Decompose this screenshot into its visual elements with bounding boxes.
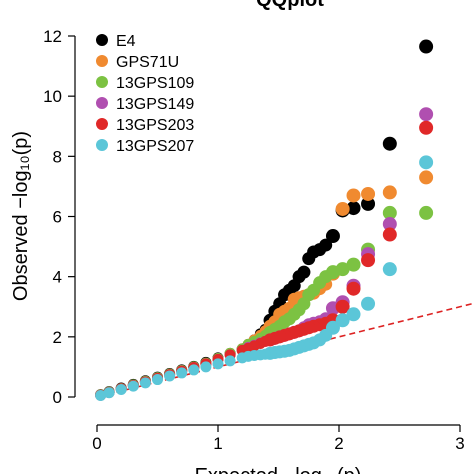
point-gps71u bbox=[361, 186, 376, 201]
point-13gps207 bbox=[419, 155, 434, 170]
y-tick-label: 8 bbox=[53, 147, 62, 166]
y-tick-label: 2 bbox=[53, 328, 62, 347]
legend: E4 GPS71U 13GPS109 13GPS149 13GPS203 13GPS207 bbox=[96, 33, 194, 155]
point-gps71u bbox=[419, 170, 434, 185]
point-13gps207 bbox=[188, 364, 200, 376]
point-13gps207 bbox=[361, 296, 376, 311]
point-13gps207 bbox=[346, 307, 361, 322]
point-13gps207 bbox=[95, 389, 107, 401]
point-13gps203 bbox=[382, 227, 397, 242]
point-13gps203 bbox=[346, 281, 361, 296]
point-13gps207 bbox=[335, 313, 350, 328]
point-13gps109 bbox=[346, 257, 361, 272]
legend-marker bbox=[96, 118, 108, 130]
point-13gps207 bbox=[382, 262, 397, 277]
y-tick-label: 0 bbox=[53, 388, 62, 407]
y-tick-label: 12 bbox=[43, 27, 62, 46]
point-13gps207 bbox=[152, 374, 163, 386]
point-gps71u bbox=[335, 201, 350, 216]
x-axis-title: Expected −log₁₀(p) bbox=[195, 465, 362, 474]
point-13gps203 bbox=[361, 253, 376, 268]
legend-label: 13GPS203 bbox=[116, 117, 194, 134]
point-13gps207 bbox=[127, 380, 139, 392]
point-e4 bbox=[419, 39, 434, 54]
point-13gps207 bbox=[139, 377, 151, 389]
point-13gps203 bbox=[335, 299, 350, 314]
x-tick-label: 0 bbox=[92, 434, 101, 453]
point-e4 bbox=[382, 136, 397, 151]
point-13gps207 bbox=[224, 355, 236, 367]
legend-label: 13GPS149 bbox=[116, 96, 194, 113]
x-tick-label: 1 bbox=[213, 434, 222, 453]
y-axis-title: Observed −log₁₀(p) bbox=[10, 131, 32, 301]
data-points bbox=[95, 39, 434, 401]
point-13gps109 bbox=[419, 205, 434, 220]
point-gps71u bbox=[346, 188, 361, 203]
x-tick-label: 3 bbox=[455, 434, 464, 453]
y-tick-label: 6 bbox=[53, 208, 62, 227]
legend-label: 13GPS207 bbox=[116, 138, 194, 155]
legend-label: GPS71U bbox=[116, 54, 179, 71]
legend-marker bbox=[96, 97, 108, 109]
point-13gps207 bbox=[176, 367, 188, 379]
point-e4 bbox=[346, 201, 361, 216]
legend-marker bbox=[96, 55, 108, 67]
point-e4 bbox=[325, 229, 340, 244]
x-tick-label: 2 bbox=[334, 434, 343, 453]
legend-marker bbox=[96, 34, 108, 46]
point-13gps207 bbox=[164, 370, 176, 382]
point-13gps207 bbox=[200, 361, 212, 373]
y-tick-label: 10 bbox=[43, 87, 62, 106]
point-13gps207 bbox=[212, 358, 224, 370]
legend-label: E4 bbox=[116, 33, 136, 50]
point-13gps109 bbox=[382, 205, 397, 220]
point-13gps207 bbox=[236, 352, 248, 364]
point-gps71u bbox=[382, 185, 397, 200]
point-13gps149 bbox=[419, 107, 434, 122]
point-13gps149 bbox=[382, 217, 397, 232]
point-13gps207 bbox=[115, 383, 127, 395]
legend-marker bbox=[96, 139, 108, 151]
chart-title: QQplot bbox=[256, 0, 324, 11]
point-13gps207 bbox=[103, 387, 115, 399]
point-e4 bbox=[361, 196, 376, 211]
legend-marker bbox=[96, 76, 108, 88]
point-e4 bbox=[302, 252, 316, 266]
y-tick-label: 4 bbox=[53, 268, 62, 287]
point-13gps203 bbox=[419, 120, 434, 135]
legend-label: 13GPS109 bbox=[116, 75, 194, 92]
